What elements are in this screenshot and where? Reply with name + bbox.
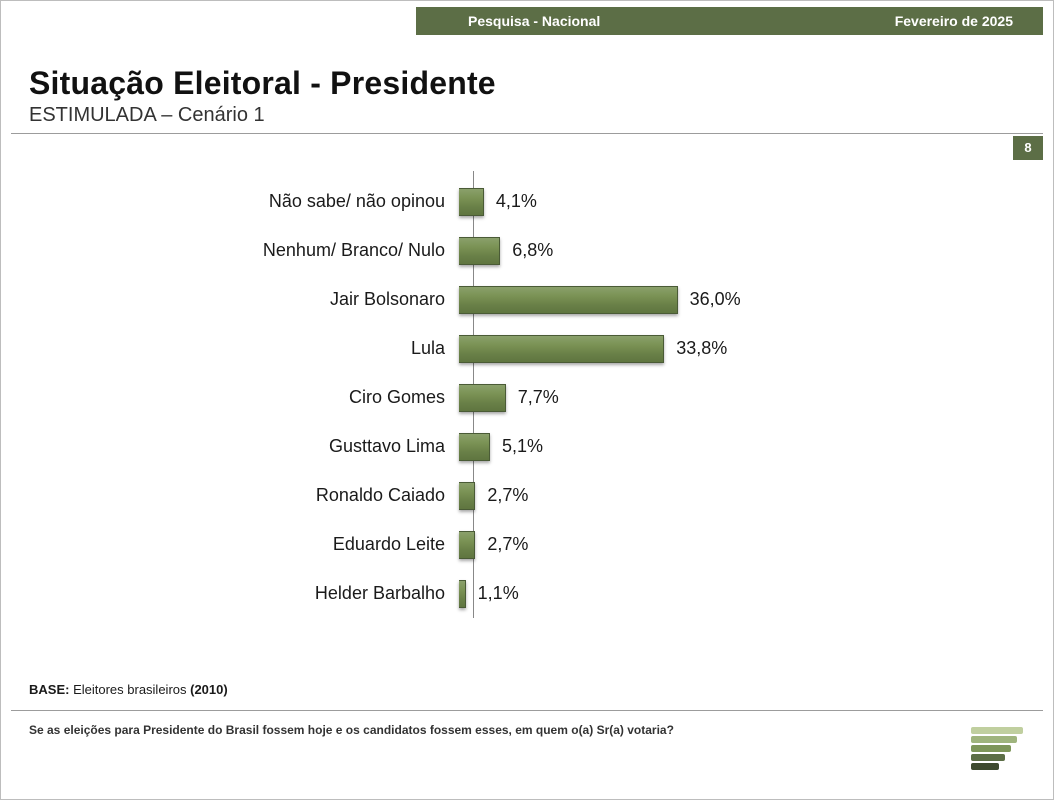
page-title: Situação Eleitoral - Presidente	[29, 65, 1025, 102]
chart-row-label: Helder Barbalho	[29, 583, 459, 604]
page-subtitle: ESTIMULADA – Cenário 1	[29, 104, 1025, 127]
chart-value-label: 36,0%	[690, 289, 741, 310]
header-bar: Pesquisa - Nacional Fevereiro de 2025	[416, 7, 1043, 35]
chart-row: Nenhum/ Branco/ Nulo 6,8%	[29, 226, 1025, 275]
chart-bar	[459, 433, 490, 461]
chart-value-label: 2,7%	[487, 485, 528, 506]
chart-row: Ciro Gomes 7,7%	[29, 373, 1025, 422]
chart-row-track: 6,8%	[459, 226, 1025, 275]
chart-bar	[459, 531, 475, 559]
chart-row-track: 2,7%	[459, 471, 1025, 520]
header-right-text: Fevereiro de 2025	[895, 13, 1043, 29]
chart-bar	[459, 384, 506, 412]
chart-row-track: 4,1%	[459, 177, 1025, 226]
chart-row: Eduardo Leite 2,7%	[29, 520, 1025, 569]
chart-bar	[459, 482, 475, 510]
footer-question: Se as eleições para Presidente do Brasil…	[29, 723, 933, 737]
chart-value-label: 5,1%	[502, 436, 543, 457]
footer-divider	[11, 710, 1043, 711]
chart-row: Jair Bolsonaro 36,0%	[29, 275, 1025, 324]
chart-value-label: 1,1%	[478, 583, 519, 604]
chart-row-track: 33,8%	[459, 324, 1025, 373]
chart-row-track: 7,7%	[459, 373, 1025, 422]
base-prefix: BASE:	[29, 682, 69, 697]
chart-bar	[459, 188, 484, 216]
bar-chart: Não sabe/ não opinou 4,1% Nenhum/ Branco/ …	[29, 177, 1025, 618]
chart-row-track: 2,7%	[459, 520, 1025, 569]
chart-bar	[459, 335, 664, 363]
base-suffix: (2010)	[190, 682, 228, 697]
chart-row-label: Ciro Gomes	[29, 387, 459, 408]
chart-row: Lula 33,8%	[29, 324, 1025, 373]
base-text: Eleitores brasileiros	[69, 682, 190, 697]
chart-row-label: Eduardo Leite	[29, 534, 459, 555]
chart-row: Helder Barbalho 1,1%	[29, 569, 1025, 618]
chart-row: Gusttavo Lima 5,1%	[29, 422, 1025, 471]
chart-row: Ronaldo Caiado 2,7%	[29, 471, 1025, 520]
brand-logo-icon	[971, 725, 1023, 773]
chart-value-label: 2,7%	[487, 534, 528, 555]
chart-row-track: 5,1%	[459, 422, 1025, 471]
page-number-badge: 8	[1013, 136, 1043, 160]
chart-value-label: 4,1%	[496, 191, 537, 212]
chart-bar	[459, 286, 678, 314]
chart-value-label: 33,8%	[676, 338, 727, 359]
chart-row-label: Lula	[29, 338, 459, 359]
chart-value-label: 7,7%	[518, 387, 559, 408]
chart-bar	[459, 580, 466, 608]
chart-row-label: Gusttavo Lima	[29, 436, 459, 457]
header-left-text: Pesquisa - Nacional	[416, 13, 600, 29]
chart-row-track: 1,1%	[459, 569, 1025, 618]
title-divider	[11, 133, 1043, 134]
base-note: BASE: Eleitores brasileiros (2010)	[29, 682, 228, 697]
chart-row-label: Ronaldo Caiado	[29, 485, 459, 506]
title-block: Situação Eleitoral - Presidente ESTIMULA…	[29, 65, 1025, 127]
chart-value-label: 6,8%	[512, 240, 553, 261]
chart-row-track: 36,0%	[459, 275, 1025, 324]
chart-row-label: Não sabe/ não opinou	[29, 191, 459, 212]
chart-bar	[459, 237, 500, 265]
chart-row: Não sabe/ não opinou 4,1%	[29, 177, 1025, 226]
chart-row-label: Jair Bolsonaro	[29, 289, 459, 310]
slide-page: Pesquisa - Nacional Fevereiro de 2025 Si…	[0, 0, 1054, 800]
chart-row-label: Nenhum/ Branco/ Nulo	[29, 240, 459, 261]
